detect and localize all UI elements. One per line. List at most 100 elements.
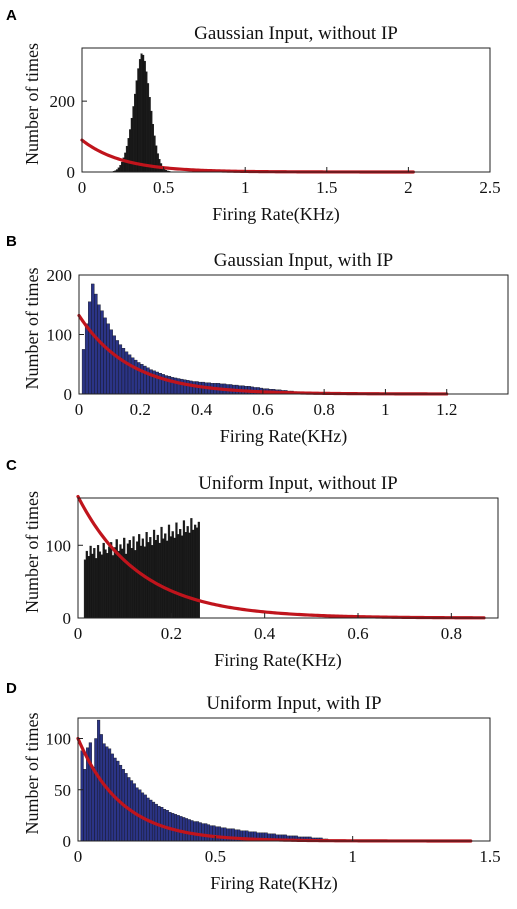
histogram-bar [84, 323, 89, 395]
histogram-bar [135, 80, 138, 173]
x-tick-label: 1 [241, 178, 250, 197]
histogram-bar [138, 59, 141, 173]
histogram-bar [133, 359, 138, 395]
histogram-bar [143, 546, 146, 619]
y-axis-label: Number of times [22, 268, 42, 390]
histogram-bar [108, 748, 112, 842]
plot-frame [77, 717, 491, 842]
x-axis-label: Firing Rate(KHz) [210, 873, 337, 894]
x-tick-label: 1.5 [316, 178, 337, 197]
histogram-bar [117, 167, 120, 173]
histogram-bar [134, 550, 137, 619]
histogram-bar [102, 542, 105, 619]
x-tick-label: 1 [348, 847, 357, 866]
histogram-bar [137, 68, 140, 173]
histogram-bar [173, 537, 176, 619]
chart-title: Uniform Input, without IP [198, 473, 398, 494]
histogram-bar [80, 750, 84, 842]
histogram-bar [182, 817, 186, 842]
histogram-bar [184, 532, 187, 619]
histogram-bar [198, 822, 202, 842]
x-tick-label: 0 [75, 400, 84, 419]
histogram-bar [189, 380, 193, 395]
histogram-bar [182, 520, 186, 619]
histogram-bar [179, 378, 184, 395]
histogram-bar [127, 138, 130, 173]
chart-panel-d: D 0 0.5 1 1.5 0 50 100 Uniform Input, with IP Fir… [6, 680, 501, 894]
panel-label: D [6, 680, 17, 697]
y-tick-label: 100 [47, 326, 73, 345]
histogram-bar [81, 349, 86, 395]
histogram-bar [99, 734, 103, 842]
histogram-bar [138, 534, 141, 619]
y-tick-label: 50 [54, 781, 71, 800]
histogram-bar [118, 344, 123, 395]
x-tick-label: 0.5 [153, 178, 174, 197]
histogram-bars [81, 283, 343, 395]
histogram-bar [95, 558, 98, 619]
x-tick-label: 0.4 [191, 400, 213, 419]
histogram-bar [186, 526, 189, 619]
histogram-bar [195, 527, 199, 619]
histogram-bar [125, 145, 128, 173]
y-axis-label: Number of times [22, 491, 42, 613]
histogram-bar [179, 816, 183, 842]
histogram-bar [97, 304, 101, 395]
histogram-bar [117, 550, 120, 619]
histogram-bar [193, 821, 197, 842]
histogram-bar [186, 380, 190, 395]
histogram-bar [111, 555, 115, 619]
plot-frame [77, 497, 499, 619]
histogram-bar [195, 821, 200, 842]
histogram-bar [150, 110, 153, 173]
fit-curve [76, 494, 486, 620]
histogram-bar [192, 381, 196, 395]
y-axis-label: Number of times [22, 43, 42, 165]
histogram-bar [176, 378, 181, 395]
histogram-bar [96, 545, 100, 619]
x-tick-label: 1.5 [479, 847, 500, 866]
histogram-bar [145, 71, 148, 173]
histogram-bar [136, 541, 139, 619]
x-tick-label: 2.5 [479, 178, 500, 197]
histogram-bar [88, 301, 92, 395]
histogram-bar [121, 348, 126, 395]
histogram-bar [187, 819, 191, 842]
histogram-bar [128, 540, 131, 619]
y-tick-label: 0 [63, 609, 72, 628]
chart-panel-a: A 0 0.5 1 1.5 2 2.5 0 200 Gaussian Input, without… [6, 7, 501, 225]
histogram-bar [83, 559, 87, 619]
histogram-bar [98, 551, 102, 619]
histogram-bar [100, 554, 103, 619]
x-axis-label: Firing Rate(KHz) [220, 426, 347, 447]
histogram-bar [130, 548, 133, 619]
histogram-bar [188, 532, 191, 619]
histogram-bar [105, 746, 109, 842]
histogram-bar [94, 293, 98, 395]
panel-label: A [6, 7, 17, 24]
histogram-bar [89, 545, 92, 619]
histogram-bar [148, 97, 151, 173]
x-tick-label: 0.6 [252, 400, 273, 419]
histogram-bar [184, 818, 189, 842]
histogram-bar [108, 546, 111, 619]
histogram-bar [204, 823, 208, 842]
x-tick-label: 0.2 [130, 400, 151, 419]
histogram-bar [104, 549, 107, 619]
x-tick-label: 0 [74, 624, 83, 643]
panel-label: C [6, 457, 17, 474]
histogram-bar [194, 524, 197, 619]
x-tick-label: 0 [78, 178, 87, 197]
histogram-bar [173, 814, 178, 842]
x-tick-label: 2 [404, 178, 413, 197]
histogram-bar [176, 815, 180, 842]
histogram-bar [175, 522, 178, 619]
histogram-bar [103, 317, 107, 395]
histogram-bar [149, 537, 152, 619]
histogram-bar [160, 526, 163, 619]
x-tick-label: 0.6 [347, 624, 368, 643]
x-tick-label: 0 [74, 847, 83, 866]
histogram-bar [156, 534, 159, 619]
histogram-bar [171, 813, 175, 842]
histogram-bar [183, 379, 187, 395]
